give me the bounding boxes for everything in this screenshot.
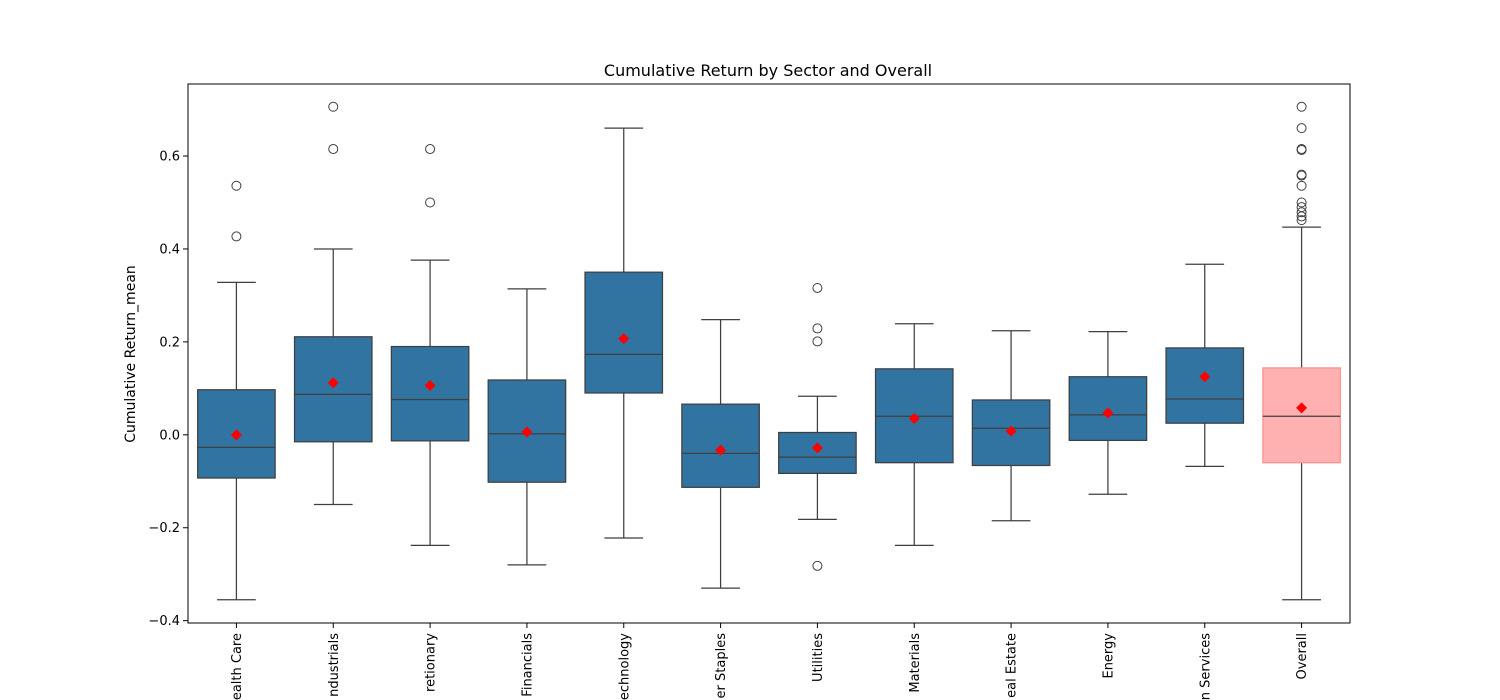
y-tick-label: −0.4	[148, 614, 180, 629]
outlier-point	[812, 323, 823, 334]
mean-marker	[230, 429, 242, 441]
box-group	[971, 330, 1051, 522]
iqr-box	[1165, 347, 1245, 424]
mean-marker	[908, 413, 920, 425]
box-group	[1262, 101, 1341, 601]
x-tick-label: eal Estate	[1005, 633, 1020, 698]
mean-marker	[1005, 425, 1017, 437]
box-group	[584, 127, 664, 539]
x-tick-label: ealth Care	[230, 633, 245, 700]
box-group	[681, 318, 760, 589]
x-tick-label: ndustrials	[327, 633, 342, 697]
plot-frame	[187, 83, 1351, 624]
outlier-point	[1296, 101, 1307, 112]
iqr-box	[778, 431, 857, 475]
box-group	[197, 180, 276, 601]
y-tick-label: 0.4	[159, 242, 180, 257]
mean-marker	[424, 380, 436, 392]
mean-marker	[715, 444, 727, 456]
x-tick-label: n Services	[1198, 633, 1213, 700]
chart-title: Cumulative Return by Sector and Overall	[604, 61, 932, 80]
x-tick-label: Financials	[520, 633, 535, 697]
iqr-box	[293, 336, 373, 443]
outlier-point	[231, 231, 242, 242]
plot-area: −0.4 −0.2 0.0 0.2 0.4 0.6 ealth Care ndustrials…	[148, 83, 1351, 700]
outlier-point	[1296, 215, 1307, 226]
x-tick-label: Materials	[908, 633, 923, 693]
outlier-point	[1296, 211, 1307, 222]
mean-marker	[1102, 407, 1114, 419]
box-group	[1165, 263, 1245, 468]
mean-marker	[1296, 402, 1308, 414]
mean-marker	[327, 377, 339, 389]
mean-marker	[618, 333, 630, 345]
outlier-point	[1296, 207, 1307, 218]
outlier-point	[1296, 170, 1307, 181]
outlier-point	[425, 197, 436, 208]
box-group	[778, 282, 857, 571]
x-tick-label: er Staples	[714, 633, 729, 699]
x-tick-label: Energy	[1101, 633, 1116, 679]
iqr-box	[1262, 367, 1341, 464]
outlier-point	[1296, 144, 1307, 155]
outlier-point	[328, 101, 339, 112]
mean-marker	[521, 426, 533, 438]
y-tick-label: 0.0	[159, 428, 180, 443]
outlier-point	[812, 560, 823, 571]
outlier-point	[328, 144, 339, 155]
outlier-point	[1296, 197, 1307, 208]
mean-marker	[1199, 371, 1211, 383]
mean-marker	[811, 442, 823, 454]
box-group	[390, 144, 470, 547]
outlier-point	[812, 282, 823, 293]
outlier-point	[812, 336, 823, 347]
outlier-point	[1296, 123, 1307, 134]
box-group	[874, 323, 954, 547]
y-tick-label: 0.2	[159, 335, 180, 350]
outlier-point	[425, 144, 436, 155]
y-tick-label: −0.2	[148, 521, 180, 536]
box-group	[487, 288, 567, 566]
outlier-point	[231, 180, 242, 191]
x-tick-label: echnology	[617, 633, 632, 700]
x-tick-label: retionary	[424, 633, 439, 692]
y-axis-label: Cumulative Return_mean	[123, 265, 139, 443]
iqr-box	[584, 271, 664, 394]
iqr-box	[390, 345, 470, 442]
x-tick-label: Utilities	[811, 633, 826, 682]
box-group	[293, 101, 373, 506]
box-group	[1068, 331, 1148, 495]
outlier-point	[1296, 180, 1307, 191]
x-tick-label: Overall	[1295, 633, 1310, 679]
y-tick-label: 0.6	[159, 150, 180, 165]
